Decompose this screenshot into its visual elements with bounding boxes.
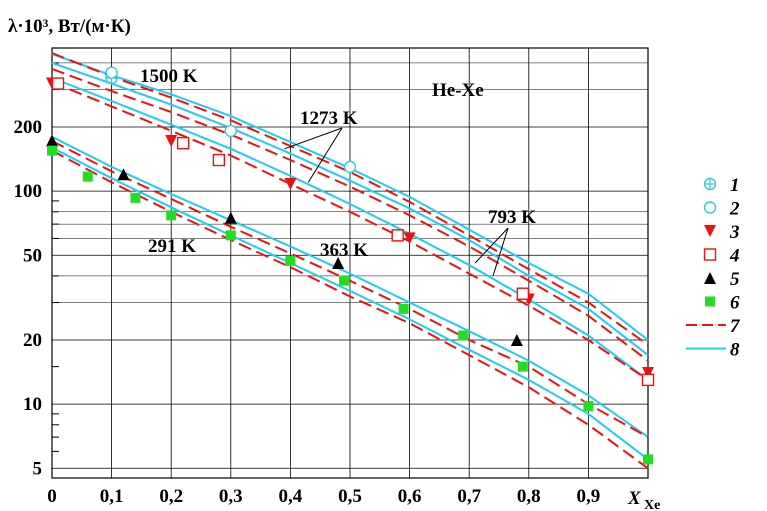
data-point-series-4 <box>212 153 226 167</box>
data-point-series-6 <box>130 192 141 203</box>
legend-label: 2 <box>729 199 740 220</box>
data-point-series-2 <box>343 160 357 174</box>
legend-label: 4 <box>729 246 740 267</box>
curve-computed-7 <box>51 52 649 346</box>
x-tick-label: 0,5 <box>338 486 362 507</box>
y-tick-label: 100 <box>14 181 43 202</box>
data-point-series-6 <box>285 255 296 266</box>
data-points <box>46 66 655 465</box>
leader-lines <box>284 127 509 277</box>
legend-swatch <box>704 272 716 284</box>
y-tick-label: 5 <box>33 458 43 479</box>
data-point-series-4 <box>391 229 404 242</box>
data-point-series-3 <box>165 134 178 147</box>
curve-computed-8 <box>51 135 649 438</box>
data-point-series-4 <box>641 373 655 387</box>
y-tick-label: 20 <box>23 330 42 351</box>
temperature-leader-line <box>474 227 509 264</box>
x-tick-label: 0,1 <box>100 486 124 507</box>
data-point-series-3 <box>284 178 297 191</box>
temp-label-1500: 1500 K <box>140 66 198 87</box>
data-point-series-6 <box>339 275 350 286</box>
data-point-series-5 <box>510 334 523 347</box>
temp-label-363: 363 K <box>320 240 368 261</box>
data-point-series-6 <box>166 210 177 221</box>
legend-label: 8 <box>730 340 740 361</box>
curve-computed-7 <box>51 67 649 362</box>
x-tick-label: 0,6 <box>398 486 422 507</box>
temp-label-291: 291 K <box>148 236 196 257</box>
data-point-series-2 <box>224 124 238 138</box>
data-point-series-5 <box>332 256 345 269</box>
curve-computed-8 <box>51 146 649 461</box>
x-tick-label: 0,8 <box>517 486 541 507</box>
y-tick-label: 10 <box>23 394 42 415</box>
legend-item-4: 4 <box>703 246 740 267</box>
legend-swatch <box>703 201 717 214</box>
legend-swatch <box>703 177 717 191</box>
temperature-leader-line <box>492 227 509 277</box>
curve-computed-7 <box>51 81 649 381</box>
legend-swatch <box>703 248 717 261</box>
data-point-series-6 <box>82 171 93 182</box>
data-point-series-3 <box>642 367 654 380</box>
x-axis-label-main: X <box>627 488 642 509</box>
data-point-series-4 <box>51 77 65 90</box>
legend-item-6: 6 <box>705 293 740 314</box>
legend-label: 3 <box>729 222 740 243</box>
y-axis-label: λ·10³, Вт/(м·К) <box>8 16 131 37</box>
temp-label-1273: 1273 K <box>300 108 358 129</box>
legend-swatch <box>705 296 715 307</box>
axes: 0 0,1 0,2 0,3 0,4 0,5 0,6 0,7 0,8 0,9 5 10 20 50 100 20… <box>14 47 649 507</box>
legend-label: 7 <box>730 316 741 337</box>
data-point-series-4 <box>176 136 190 150</box>
data-point-series-5 <box>46 134 58 147</box>
curve-computed-7 <box>51 149 649 470</box>
legend-label: 6 <box>730 293 740 314</box>
x-tick-label: 0,2 <box>159 486 183 507</box>
data-point-series-2 <box>105 66 118 79</box>
legend: 1 23 45 67 8 <box>686 175 741 361</box>
data-point-series-5 <box>224 211 237 224</box>
legend-item-3: 3 <box>704 222 740 243</box>
data-point-series-6 <box>583 401 594 412</box>
system-label: He-Xe <box>432 80 484 101</box>
data-point-series-5 <box>117 168 130 181</box>
curve-computed-7 <box>51 140 649 438</box>
labels: λ·10³, Вт/(м·К) He-Xe 1500 K 1273 K 793 … <box>8 16 660 511</box>
x-tick-label: 0 <box>47 486 57 507</box>
legend-item-7: 7 <box>686 316 741 337</box>
data-point-series-6 <box>458 330 469 341</box>
data-point-series-6 <box>517 361 528 372</box>
legend-swatch <box>704 225 716 237</box>
data-point-series-6 <box>225 230 236 241</box>
y-tick-label: 50 <box>23 245 42 266</box>
data-point-series-6 <box>643 454 653 465</box>
curve-computed-8 <box>51 61 649 356</box>
legend-item-5: 5 <box>704 269 740 290</box>
x-tick-label: 0,7 <box>457 486 481 507</box>
legend-label: 5 <box>730 269 740 290</box>
x-tick-label: 0,9 <box>577 486 601 507</box>
legend-item-8: 8 <box>686 340 740 361</box>
temperature-leader-line <box>284 127 343 150</box>
data-point-series-6 <box>398 303 409 314</box>
legend-label: 1 <box>730 175 740 196</box>
legend-item-1: 1 <box>703 175 740 196</box>
x-axis-label-sub: Xe <box>644 498 660 511</box>
data-point-series-3 <box>403 232 416 245</box>
grid <box>52 48 648 478</box>
data-point-series-4 <box>516 287 530 300</box>
curve-computed-8 <box>51 77 649 381</box>
data-point-series-6 <box>47 145 57 156</box>
x-tick-label: 0,4 <box>279 486 303 507</box>
y-tick-label: 200 <box>14 117 43 138</box>
x-axis-label: X Xe <box>627 488 660 511</box>
legend-item-2: 2 <box>703 199 740 220</box>
plot-frame <box>51 47 649 479</box>
x-tick-label: 0,3 <box>219 486 243 507</box>
temp-label-793: 793 K <box>488 207 536 228</box>
temperature-leader-line <box>307 127 343 183</box>
